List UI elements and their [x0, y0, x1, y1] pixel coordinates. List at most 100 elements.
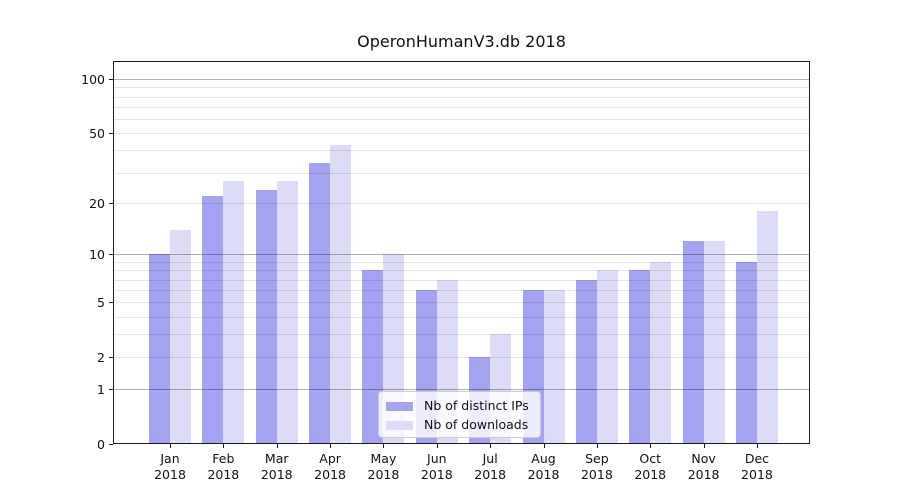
- bar-downloads-sep: [596, 270, 618, 444]
- gridline-minor: [113, 302, 810, 304]
- y-tick-label: 50: [89, 125, 105, 141]
- x-tick-label-year: 2018: [367, 466, 400, 482]
- bar-downloads-mar: [276, 180, 298, 444]
- x-tick-label-year: 2018: [687, 466, 720, 482]
- x-tick-label-month: Jun: [427, 451, 447, 466]
- x-tick-label: Jul 2018: [458, 451, 522, 482]
- y-tick-label: 0: [97, 436, 105, 452]
- y-tick-label: 20: [89, 195, 105, 211]
- x-tick-label: Jun 2018: [405, 451, 469, 482]
- gridline-minor: [113, 172, 810, 174]
- x-tick-mark: [490, 444, 492, 448]
- gridline-major: [113, 389, 810, 391]
- x-tick-mark: [703, 444, 705, 448]
- x-tick-mark: [330, 444, 332, 448]
- gridline-minor: [113, 96, 810, 98]
- legend-label: Nb of distinct IPs: [424, 398, 529, 413]
- x-tick-label-month: Jul: [482, 451, 498, 466]
- y-tick-mark: [109, 302, 113, 304]
- bar-downloads-dec: [756, 211, 778, 444]
- y-tick-mark: [109, 444, 113, 445]
- x-tick-label: Oct 2018: [618, 451, 682, 482]
- gridline-minor: [113, 279, 810, 281]
- bar-ips-mar: [255, 189, 277, 444]
- x-tick-label-year: 2018: [420, 466, 453, 482]
- gridline-major: [113, 254, 810, 256]
- y-tick-mark: [109, 79, 113, 81]
- bar-downloads-oct: [650, 262, 672, 444]
- gridline-minor: [113, 270, 810, 272]
- x-tick-mark: [596, 444, 598, 448]
- x-tick-mark: [436, 444, 438, 448]
- y-tick-mark: [109, 389, 113, 391]
- gridline-minor: [113, 203, 810, 205]
- x-tick-mark: [170, 444, 171, 448]
- gridline-minor: [113, 290, 810, 292]
- x-tick-label: Aug 2018: [512, 451, 576, 482]
- legend-swatch: [386, 420, 413, 430]
- bar-downloads-aug: [543, 290, 565, 444]
- y-tick-mark: [109, 254, 113, 256]
- x-tick-mark: [276, 444, 278, 448]
- y-tick-label: 100: [81, 71, 105, 87]
- legend-label: Nb of downloads: [424, 417, 529, 432]
- plot-area: [113, 61, 810, 444]
- x-tick-mark: [223, 444, 225, 448]
- gridline-minor: [113, 316, 810, 318]
- gridline-minor: [113, 150, 810, 152]
- y-tick-label: 10: [89, 246, 105, 262]
- bar-ips-jan: [149, 254, 170, 444]
- x-tick-label-year: 2018: [741, 466, 773, 482]
- y-tick-mark: [109, 357, 113, 359]
- x-tick-label: Jan 2018: [138, 451, 202, 482]
- bar-ips-sep: [575, 279, 597, 444]
- bar-ips-nov: [682, 241, 704, 444]
- x-tick-label-month: Oct: [639, 451, 662, 466]
- gridline-minor: [113, 107, 810, 109]
- x-tick-mark: [543, 444, 545, 448]
- x-tick-label-month: Sep: [585, 451, 609, 466]
- gridline-minor: [113, 334, 810, 336]
- y-tick-label: 2: [97, 349, 105, 365]
- x-tick-label-year: 2018: [634, 466, 667, 482]
- x-tick-label-month: May: [370, 451, 397, 466]
- y-tick-label: 1: [97, 381, 105, 397]
- x-tick-label-month: Aug: [531, 451, 556, 466]
- x-tick-mark: [383, 444, 385, 448]
- gridline-minor: [113, 119, 810, 121]
- x-tick-label-year: 2018: [154, 466, 186, 482]
- legend-swatch: [386, 401, 413, 411]
- bar-downloads-nov: [703, 241, 725, 444]
- bar-downloads-jan: [170, 229, 191, 444]
- gridline-major: [113, 79, 810, 81]
- x-tick-label: Feb 2018: [191, 451, 255, 482]
- x-tick-label: Mar 2018: [245, 451, 309, 482]
- legend-entry: Nb of distinct IPs: [386, 398, 533, 414]
- y-tick-mark: [109, 133, 113, 135]
- x-tick-mark: [756, 444, 758, 448]
- x-tick-label-year: 2018: [314, 466, 346, 482]
- x-tick-label: Nov 2018: [672, 451, 736, 482]
- bar-downloads-feb: [223, 180, 245, 444]
- gridline-minor: [113, 87, 810, 89]
- y-tick-mark: [109, 203, 113, 205]
- x-tick-label: Apr 2018: [298, 451, 362, 482]
- x-tick-label-month: Mar: [264, 451, 289, 466]
- x-tick-label-month: Apr: [319, 451, 341, 466]
- x-tick-label-year: 2018: [260, 466, 293, 482]
- x-tick-label-year: 2018: [207, 466, 240, 482]
- x-tick-label-year: 2018: [580, 466, 613, 482]
- x-tick-label-year: 2018: [527, 466, 560, 482]
- x-tick-mark: [650, 444, 652, 448]
- x-tick-label-month: Nov: [691, 451, 716, 466]
- x-tick-label-month: Jan: [160, 451, 180, 466]
- bar-downloads-apr: [330, 144, 352, 444]
- x-tick-label-month: Feb: [212, 451, 235, 466]
- legend: Nb of distinct IPs Nb of downloads: [378, 391, 541, 438]
- chart-title: OperonHumanV3.db 2018: [357, 32, 566, 51]
- x-tick-label: Dec 2018: [725, 451, 789, 482]
- bar-ips-dec: [735, 262, 757, 444]
- bar-ips-apr: [309, 162, 331, 444]
- y-tick-label: 5: [97, 294, 105, 310]
